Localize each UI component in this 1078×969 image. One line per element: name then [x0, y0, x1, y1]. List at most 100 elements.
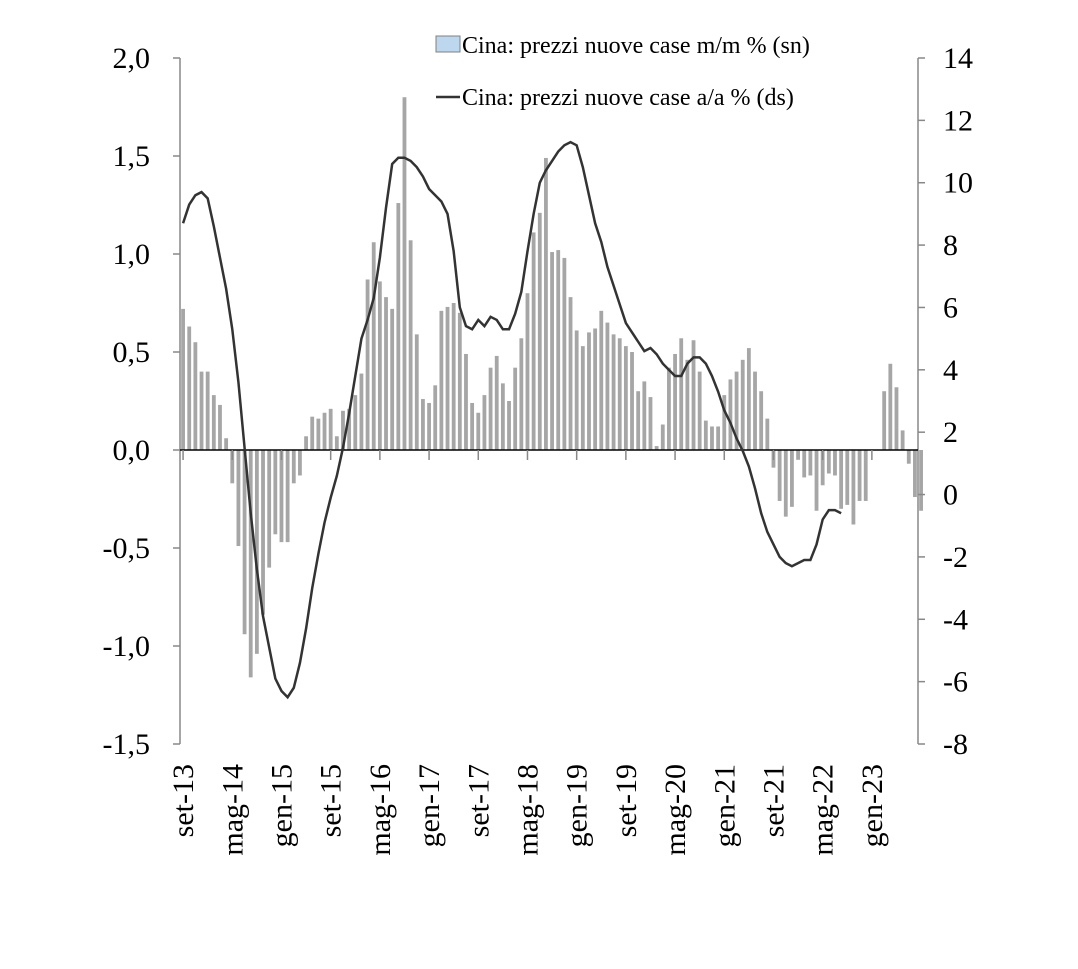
bar — [617, 338, 622, 450]
x-tick-label: mag-22 — [807, 764, 840, 856]
left-tick-label: 1,0 — [113, 238, 151, 271]
x-tick-label: set-21 — [758, 764, 791, 837]
bar — [550, 252, 554, 450]
bar — [710, 426, 714, 450]
bar — [913, 450, 917, 498]
x-tick-label: set-17 — [462, 764, 495, 837]
right-tick-label: 6 — [943, 291, 958, 324]
bar — [322, 412, 327, 450]
bar — [660, 424, 665, 450]
bar — [623, 346, 628, 450]
bar — [519, 338, 524, 450]
x-axis-ticks: set-13 mag-14 gen-15 set-15 mag-16 gen-17 set-… — [167, 450, 889, 856]
bar — [291, 450, 296, 484]
bar — [667, 367, 671, 450]
left-tick-label: 2,0 — [113, 42, 151, 75]
bar — [851, 450, 856, 525]
bar — [759, 391, 764, 450]
bar — [359, 373, 364, 450]
bar — [500, 383, 505, 450]
right-tick-label: -4 — [943, 603, 968, 636]
bar — [556, 250, 561, 450]
bar — [691, 340, 696, 450]
x-tick-label: set-13 — [167, 764, 200, 837]
bar — [642, 381, 647, 450]
x-tick-label: set-19 — [610, 764, 643, 837]
bar — [796, 450, 800, 460]
right-tick-label: -8 — [943, 728, 968, 761]
bar — [377, 281, 382, 450]
x-tick-label: gen-17 — [413, 764, 446, 847]
bar — [267, 450, 272, 568]
bar — [537, 212, 542, 450]
bar — [457, 312, 462, 450]
bar — [648, 397, 653, 450]
right-tick-label: -6 — [943, 666, 968, 699]
x-tick-label: set-15 — [315, 764, 348, 837]
bar — [765, 418, 770, 450]
bar — [347, 408, 352, 450]
bar — [544, 157, 548, 450]
x-tick-label: mag-14 — [216, 764, 249, 856]
bar — [427, 402, 431, 450]
bar — [703, 420, 708, 450]
right-tick-label: -2 — [943, 541, 968, 574]
bar — [593, 328, 598, 450]
bar — [371, 242, 376, 450]
bar — [833, 450, 837, 476]
bar — [808, 450, 813, 476]
bar — [205, 371, 210, 450]
bar — [316, 418, 321, 450]
right-tick-label: 0 — [943, 479, 958, 512]
bar — [365, 279, 370, 450]
bar — [531, 232, 536, 450]
x-tick-label: mag-20 — [659, 764, 692, 856]
bar — [507, 401, 511, 450]
right-tick-label: 8 — [943, 229, 958, 262]
x-tick-label: mag-16 — [364, 764, 397, 856]
bar — [390, 308, 395, 450]
bar — [753, 371, 757, 450]
bar — [777, 450, 782, 501]
bar — [224, 438, 229, 450]
bar — [740, 359, 745, 450]
line-series-yoy — [181, 140, 842, 700]
bar — [611, 334, 616, 450]
bar — [476, 412, 481, 450]
x-tick-label: gen-23 — [856, 764, 889, 847]
right-tick-label: 10 — [943, 167, 973, 200]
right-tick-label: 4 — [943, 354, 958, 387]
bar — [820, 450, 825, 486]
right-axis-ticks: 14 12 10 8 6 4 2 0 -2 -4 -6 -8 — [918, 42, 973, 761]
bar — [568, 297, 573, 450]
left-tick-label: -1,5 — [103, 728, 151, 761]
bar — [488, 367, 493, 450]
bar-series-mm — [181, 97, 923, 678]
bar — [310, 416, 315, 450]
right-tick-label: 14 — [943, 42, 973, 75]
bar — [421, 399, 425, 450]
bar — [193, 342, 198, 450]
bar — [697, 371, 702, 450]
x-tick-label: gen-19 — [561, 764, 594, 847]
bar — [298, 450, 302, 476]
bar — [716, 426, 721, 450]
bar — [181, 308, 185, 450]
bar — [839, 450, 844, 509]
bar — [513, 367, 518, 450]
bar — [242, 450, 247, 635]
bar — [722, 395, 727, 450]
bar — [230, 450, 235, 484]
bar — [408, 240, 413, 450]
bar — [900, 430, 905, 450]
legend-label-mm: Cina: prezzi nuove case m/m % (sn) — [462, 33, 810, 59]
bar — [654, 446, 659, 450]
bar — [894, 387, 899, 450]
bar — [433, 385, 438, 450]
bar — [187, 326, 192, 450]
bar — [636, 391, 641, 450]
bar — [470, 402, 475, 450]
bar — [218, 404, 222, 450]
bar — [802, 450, 807, 478]
bar — [353, 395, 358, 450]
